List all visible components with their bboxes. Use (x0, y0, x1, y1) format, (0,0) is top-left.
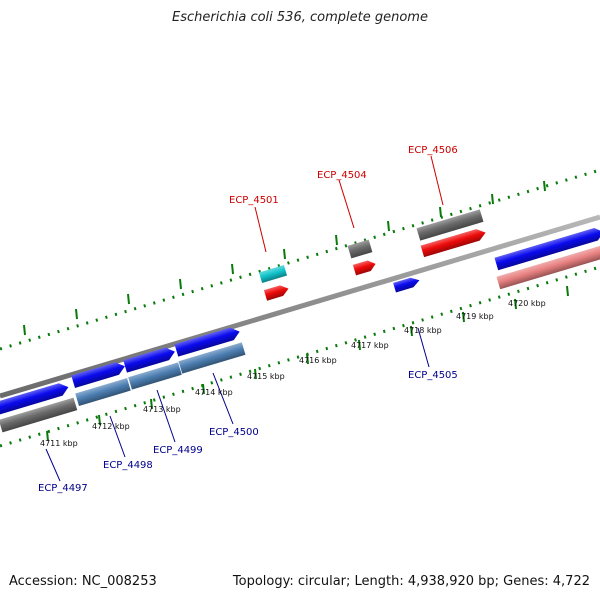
gene-forward[interactable] (393, 275, 421, 293)
scale-label: 4719 kbp (456, 312, 494, 321)
major-ticks (23, 180, 569, 442)
scale-label: 4712 kbp (92, 422, 130, 431)
gene-labels[interactable]: ECP_4501 ECP_4504 ECP_4506 ECP_4497 ECP_… (38, 145, 458, 494)
scale-label: 4720 kbp (508, 299, 546, 308)
gene-cyan[interactable] (258, 265, 288, 283)
inner-tick-track (0, 265, 600, 448)
outer-tick-track (0, 168, 600, 351)
gene-label-ecp-4501[interactable]: ECP_4501 (229, 195, 279, 206)
scale-label: 4716 kbp (299, 356, 337, 365)
scale-label: 4715 kbp (247, 372, 285, 381)
scale-labels: 4711 kbp 4712 kbp 4713 kbp 4714 kbp 4715… (40, 299, 546, 448)
scale-label: 4713 kbp (143, 405, 181, 414)
gene-forward[interactable] (494, 226, 600, 271)
gene-features (0, 209, 600, 433)
gene-label-ecp-4500[interactable]: ECP_4500 (209, 427, 259, 438)
gene-reverse[interactable] (352, 259, 377, 276)
map-title: Escherichia coli 536, complete genome (172, 10, 428, 25)
gene-steel[interactable] (128, 362, 182, 390)
gene-forward[interactable] (0, 381, 70, 416)
genome-backbone (0, 214, 600, 399)
label-leaders (45, 155, 444, 482)
gene-label-ecp-4506[interactable]: ECP_4506 (408, 145, 458, 156)
gene-reverse[interactable] (420, 227, 488, 258)
gene-forward[interactable] (174, 325, 242, 357)
gene-label-ecp-4504[interactable]: ECP_4504 (317, 170, 367, 181)
grey-feature[interactable] (0, 397, 78, 433)
scale-label: 4714 kbp (195, 388, 233, 397)
gene-forward[interactable] (123, 345, 177, 373)
pink-feature[interactable] (496, 244, 600, 290)
gene-steel[interactable] (178, 342, 246, 374)
gene-forward[interactable] (71, 360, 126, 388)
scale-label: 4718 kbp (404, 326, 442, 335)
grey-feature[interactable] (347, 239, 373, 259)
gene-label-ecp-4505[interactable]: ECP_4505 (408, 370, 458, 381)
grey-feature[interactable] (416, 209, 484, 241)
accession-text: Accession: NC_008253 (9, 574, 157, 589)
genome-summary-text: Topology: circular; Length: 4,938,920 bp… (232, 574, 590, 589)
gene-label-ecp-4499[interactable]: ECP_4499 (153, 445, 203, 456)
scale-label: 4717 kbp (351, 341, 389, 350)
gene-label-ecp-4498[interactable]: ECP_4498 (103, 460, 153, 471)
scale-label: 4711 kbp (40, 439, 78, 448)
gene-label-ecp-4497[interactable]: ECP_4497 (38, 483, 88, 494)
gene-steel[interactable] (75, 378, 131, 406)
gene-reverse[interactable] (263, 283, 290, 301)
